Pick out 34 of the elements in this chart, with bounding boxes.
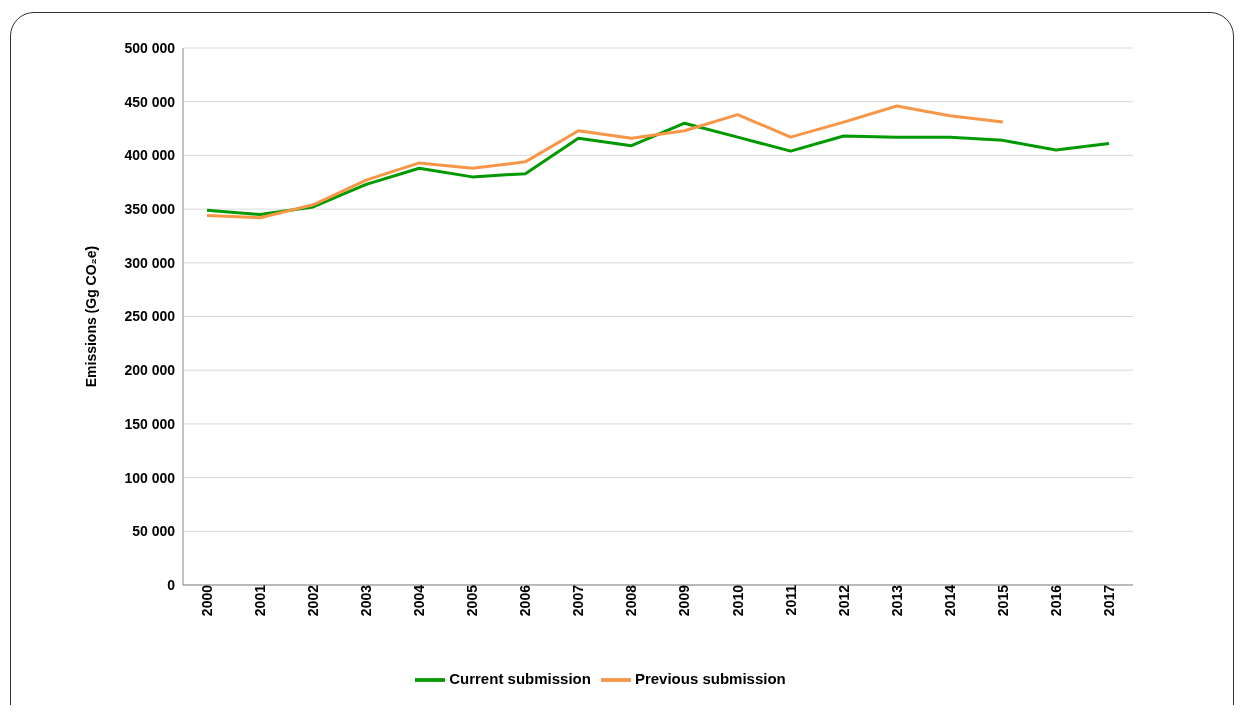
- x-tick-label: 2010: [729, 584, 746, 617]
- y-tick-label: 350 000: [124, 201, 176, 218]
- x-tick-label: 2015: [994, 584, 1011, 617]
- x-tick-label: 2016: [1047, 584, 1064, 617]
- x-tick-label: 2005: [464, 584, 481, 617]
- x-tick-label: 2000: [198, 584, 215, 617]
- y-axis-title: Emissions (Gg CO₂e): [83, 245, 99, 388]
- x-tick-label: 2006: [517, 584, 534, 617]
- y-tick-label: 300 000: [124, 254, 176, 271]
- x-tick-label: 2017: [1100, 584, 1117, 617]
- y-tick-label: 150 000: [124, 415, 176, 432]
- line-series: [205, 104, 1005, 220]
- y-tick-label: 400 000: [124, 147, 176, 164]
- x-tick-label: 2008: [623, 584, 640, 617]
- y-tick-label: 500 000: [124, 39, 176, 56]
- x-tick-label: 2002: [305, 584, 322, 617]
- x-tick-label: 2012: [835, 584, 852, 617]
- y-tick-label: 450 000: [124, 93, 176, 110]
- x-tick-label: 2011: [782, 584, 799, 616]
- y-tick-label: 250 000: [124, 308, 176, 325]
- legend-label: Previous submission: [634, 669, 786, 687]
- y-tick-label: 200 000: [124, 362, 176, 379]
- x-tick-label: 2001: [252, 584, 268, 617]
- y-tick-label: 100 000: [124, 469, 176, 486]
- x-tick-label: 2004: [411, 584, 428, 617]
- x-tick-label: 2003: [358, 584, 375, 617]
- legend-label: Current submission: [449, 669, 591, 687]
- y-tick-label: 50 000: [132, 523, 176, 540]
- x-tick-label: 2013: [888, 584, 905, 617]
- x-tick-label: 2007: [570, 584, 587, 617]
- x-tick-label: 2009: [676, 584, 693, 617]
- x-tick-label: 2014: [941, 584, 958, 617]
- line-series: [205, 121, 1111, 216]
- y-tick-label: 0: [167, 576, 176, 593]
